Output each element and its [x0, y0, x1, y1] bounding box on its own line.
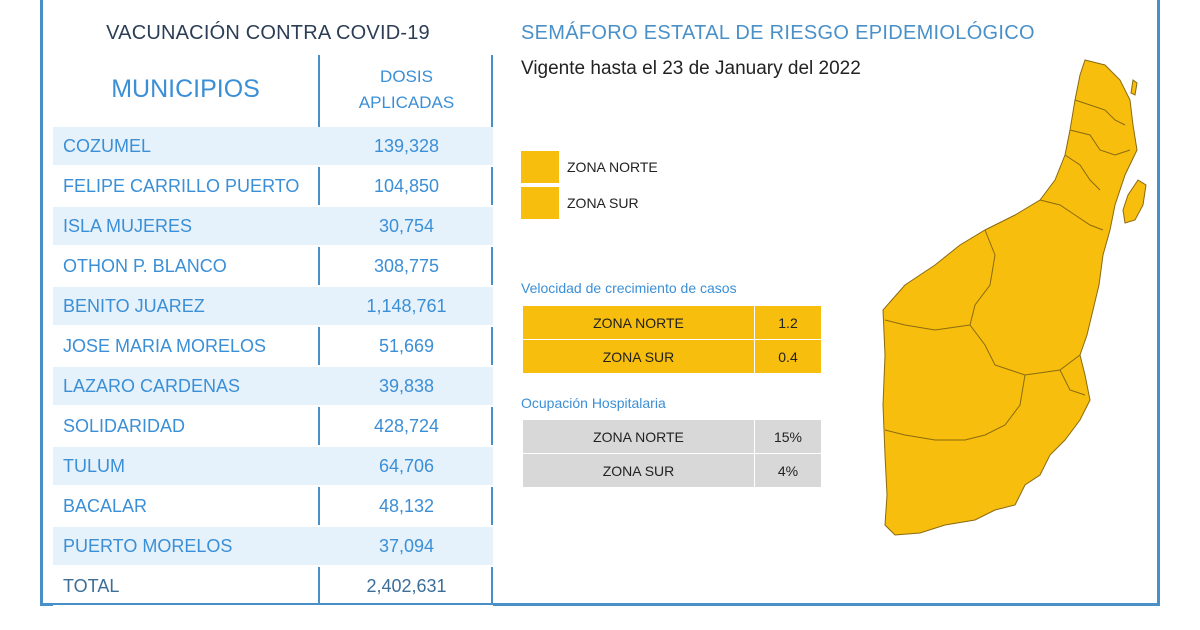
municipio-cell: ISLA MUJERES [63, 215, 193, 236]
zona-cell: ZONA SUR [523, 340, 755, 373]
legend-swatch [521, 151, 559, 183]
dosis-header-line2: APLICADAS [358, 93, 455, 112]
dosis-cell: 139,328 [373, 135, 440, 156]
dosis-cell: 428,724 [373, 415, 440, 436]
legend-swatch [521, 187, 559, 219]
table-row: JOSE MARIA MORELOS 51,669 [53, 327, 493, 367]
table-row: LAZARO CARDENAS 39,838 [53, 367, 493, 407]
zona-cell: ZONA NORTE [523, 306, 755, 339]
municipio-cell: SOLIDARIDAD [63, 415, 186, 436]
valor-cell: 0.4 [778, 348, 798, 365]
velocidad-table: ZONA NORTE 1.2 ZONA SUR 0.4 [523, 306, 821, 374]
table-row: BACALAR 48,132 [53, 487, 493, 527]
panel-divider [491, 55, 493, 603]
zona-cell: ZONA NORTE [523, 420, 755, 453]
table-row: ZONA NORTE 1.2 [523, 306, 821, 340]
vaccination-title: VACUNACIÓN CONTRA COVID-19 [106, 22, 430, 44]
column-divider [318, 55, 320, 603]
dosis-cell: 64,706 [378, 455, 435, 476]
table-row: FELIPE CARRILLO PUERTO 104,850 [53, 167, 493, 207]
table-row: BENITO JUAREZ 1,148,761 [53, 287, 493, 327]
total-value: 2,402,631 [366, 575, 447, 596]
semaforo-title: SEMÁFORO ESTATAL DE RIESGO EPIDEMIOLÓGIC… [521, 22, 1035, 44]
municipio-cell: OTHON P. BLANCO [63, 255, 227, 276]
dosis-cell: 37,094 [378, 535, 435, 556]
vaccination-table: COZUMEL 139,328 FELIPE CARRILLO PUERTO 1… [53, 127, 493, 607]
total-row: TOTAL 2,402,631 [53, 567, 493, 607]
velocidad-title: Velocidad de crecimiento de casos [521, 280, 737, 296]
quintana-roo-map [882, 59, 1147, 536]
dosis-cell: 51,669 [378, 335, 435, 356]
vigente-date: Vigente hasta el 23 de January del 2022 [521, 58, 861, 79]
municipio-cell: BACALAR [63, 495, 148, 516]
table-row: SOLIDARIDAD 428,724 [53, 407, 493, 447]
ocupacion-table: ZONA NORTE 15% ZONA SUR 4% [523, 420, 821, 488]
ocupacion-title: Ocupación Hospitalaria [521, 395, 666, 411]
dosis-cell: 1,148,761 [366, 295, 447, 316]
valor-cell: 15% [773, 428, 803, 445]
dosis-cell: 39,838 [378, 375, 435, 396]
zone-legend: ZONA NORTE ZONA SUR [521, 150, 658, 222]
dosis-cell: 104,850 [373, 175, 440, 196]
table-row: TULUM 64,706 [53, 447, 493, 487]
legend-label: ZONA NORTE [567, 159, 658, 175]
cozumel-island [1122, 179, 1147, 224]
vaccination-panel: VACUNACIÓN CONTRA COVID-19 MUNICIPIOS DO… [43, 0, 493, 607]
zona-cell: ZONA SUR [523, 454, 755, 487]
municipio-cell: COZUMEL [63, 135, 152, 156]
mainland-region [882, 59, 1138, 536]
dosis-cell: 30,754 [378, 215, 435, 236]
municipio-cell: FELIPE CARRILLO PUERTO [63, 175, 300, 196]
municipio-cell: LAZARO CARDENAS [63, 375, 241, 396]
table-row: ZONA SUR 0.4 [523, 340, 821, 374]
dosis-cell: 48,132 [378, 495, 435, 516]
legend-item-sur: ZONA SUR [521, 186, 658, 220]
municipios-header: MUNICIPIOS [111, 75, 260, 103]
valor-cell: 4% [777, 462, 799, 479]
legend-label: ZONA SUR [567, 195, 639, 211]
legend-item-norte: ZONA NORTE [521, 150, 658, 184]
table-row: COZUMEL 139,328 [53, 127, 493, 167]
municipio-cell: BENITO JUAREZ [63, 295, 205, 316]
table-row: OTHON P. BLANCO 308,775 [53, 247, 493, 287]
municipio-cell: TULUM [63, 455, 125, 476]
valor-cell: 1.2 [778, 314, 798, 331]
dosis-header-line1: DOSIS [380, 67, 433, 86]
table-row: ZONA NORTE 15% [523, 420, 821, 454]
isla-mujeres-island [1130, 79, 1138, 96]
table-row: ISLA MUJERES 30,754 [53, 207, 493, 247]
total-label: TOTAL [63, 575, 120, 596]
table-row: ZONA SUR 4% [523, 454, 821, 488]
municipio-cell: JOSE MARIA MORELOS [63, 335, 267, 356]
semaforo-panel: SEMÁFORO ESTATAL DE RIESGO EPIDEMIOLÓGIC… [495, 0, 1160, 603]
dosis-header: DOSIS APLICADAS [320, 64, 493, 116]
table-row: PUERTO MORELOS 37,094 [53, 527, 493, 567]
dosis-cell: 308,775 [373, 255, 440, 276]
infographic-frame: VACUNACIÓN CONTRA COVID-19 MUNICIPIOS DO… [40, 0, 1160, 607]
municipio-cell: PUERTO MORELOS [63, 535, 233, 556]
